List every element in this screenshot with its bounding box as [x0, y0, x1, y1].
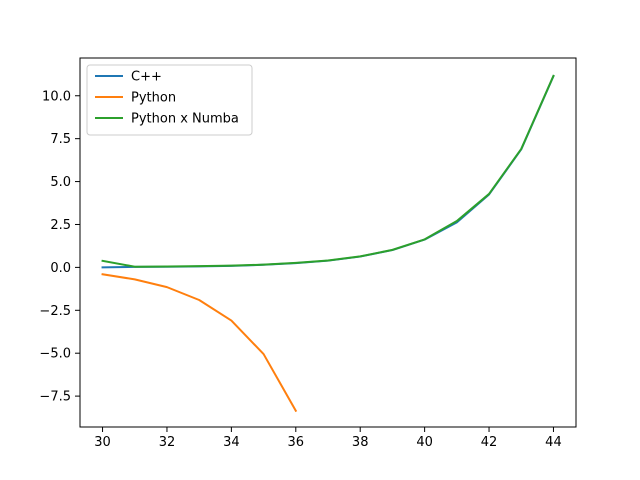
legend: C++ Python Python x Numba: [86, 64, 253, 136]
x-tick-label: 38: [352, 435, 369, 450]
y-tick-label: −7.5: [39, 390, 71, 405]
x-tick-label: 40: [416, 435, 433, 450]
y-tick-label: 10.0: [42, 89, 71, 104]
legend-label-2: Python x Numba: [131, 112, 239, 127]
x-axis: 30 32 34 36 38 40 42 44: [94, 427, 562, 450]
y-axis: −7.5 −5.0 −2.5 0.0 2.5 5.0 7.5 10.0: [39, 89, 80, 405]
x-tick-label: 36: [288, 435, 305, 450]
x-tick-label: 34: [223, 435, 240, 450]
series-line-2: [101, 74, 555, 268]
legend-label-0: C++: [131, 70, 162, 85]
x-tick-label: 30: [94, 435, 111, 450]
y-tick-label: −2.5: [39, 304, 71, 319]
y-tick-label: −5.0: [39, 347, 71, 362]
x-tick-label: 32: [159, 435, 176, 450]
x-tick-label: 44: [545, 435, 562, 450]
y-tick-label: 7.5: [50, 132, 71, 147]
y-tick-label: 5.0: [50, 175, 71, 190]
x-tick-label: 42: [481, 435, 498, 450]
legend-label-1: Python: [131, 91, 176, 106]
y-tick-label: 2.5: [50, 218, 71, 233]
y-tick-label: 0.0: [50, 261, 71, 276]
plot-lines: [101, 74, 555, 413]
plot-frame: [79, 57, 577, 428]
series-line-1: [101, 273, 298, 413]
legend-box: [86, 64, 253, 136]
